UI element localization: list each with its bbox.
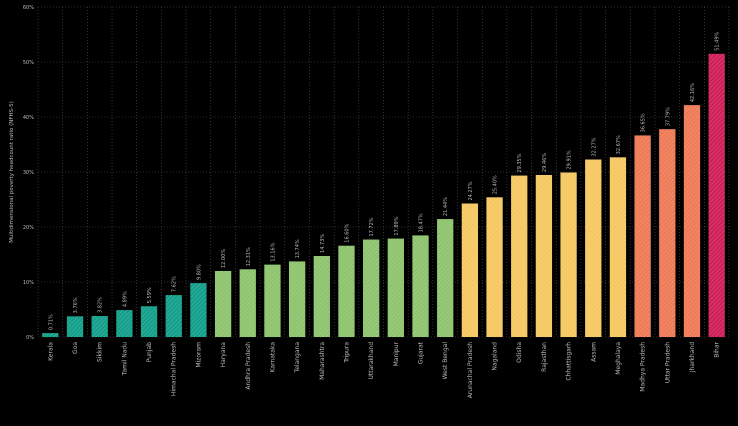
bar-hatch (313, 255, 330, 337)
value-label: 29.46% (542, 153, 548, 172)
value-label: 3.76% (73, 297, 79, 313)
value-label: 37.79% (665, 107, 671, 126)
bar-hatch (264, 264, 281, 337)
value-label: 17.72% (369, 217, 375, 236)
category-label: Sikkim (97, 342, 104, 362)
category-label: Telangana (294, 342, 301, 374)
value-label: 29.35% (517, 153, 523, 172)
category-label: Tamil Nadu (121, 342, 128, 376)
value-label: 12.00% (221, 249, 227, 268)
category-label: Uttarakhand (368, 342, 375, 380)
bar-hatch (214, 271, 232, 337)
bar-hatch (338, 245, 355, 337)
value-label: 29.91% (567, 150, 573, 169)
value-label: 51.49% (715, 31, 721, 50)
category-label: Arunachal Pradesh (467, 342, 474, 398)
y-tick-label: 40% (23, 115, 34, 121)
bar-hatch (387, 238, 404, 337)
bars (42, 53, 725, 338)
value-labels: 0.71% 3.76% 3.82% 4.89% 5.59% 7.62% 9.80% 12.00… (48, 31, 720, 330)
value-label: 9.80% (196, 264, 202, 280)
bar-hatch (634, 135, 651, 337)
category-label: Manipur (393, 341, 400, 366)
value-label: 25.40% (493, 175, 499, 194)
category-label: Bihar (714, 341, 721, 357)
bar-hatch (91, 315, 108, 337)
bar-hatch (190, 283, 207, 337)
bar-hatch (288, 261, 306, 337)
bar-hatch (560, 172, 577, 337)
value-label: 13.16% (270, 242, 276, 261)
grid-lines (37, 6, 730, 338)
value-label: 32.27% (591, 137, 597, 156)
bar-hatch (609, 157, 627, 337)
bar-hatch (683, 105, 701, 338)
value-label: 21.44% (443, 197, 449, 216)
category-label: Kerala (47, 342, 54, 361)
bar-hatch (659, 129, 676, 337)
value-label: 4.89% (122, 291, 128, 307)
bar-hatch (66, 316, 84, 337)
y-tick-label: 60% (23, 5, 34, 11)
category-label: Mizoram (195, 342, 202, 368)
value-label: 3.82% (98, 297, 104, 313)
bar-hatch (165, 295, 182, 337)
bar-hatch (437, 219, 454, 337)
category-label: Odisha (516, 342, 523, 363)
bar-hatch (42, 333, 59, 337)
value-label: 42.16% (690, 83, 696, 102)
value-label: 5.59% (147, 287, 153, 303)
bar-hatch (461, 203, 479, 337)
value-label: 17.89% (394, 216, 400, 235)
y-axis: 0% 10% 20% 30% 40% 50% 60% (23, 5, 34, 341)
y-axis-title: Multidimensional poverty headcount ratio… (9, 101, 15, 243)
value-label: 14.73% (320, 234, 326, 253)
bar-hatch (585, 159, 602, 337)
category-label: West Bengal (442, 342, 449, 380)
value-label: 32.67% (616, 135, 622, 154)
category-label: Uttar Pradesh (664, 342, 671, 383)
bar-hatch (363, 239, 380, 337)
category-label: Jharkhand (689, 342, 696, 373)
category-label: Madhya Pradesh (640, 342, 647, 392)
category-label: Karnataka (269, 342, 276, 373)
category-label: Rajasthan (541, 342, 548, 372)
y-tick-label: 30% (23, 170, 34, 176)
category-label: Nagaland (492, 342, 499, 371)
bar-hatch (116, 310, 133, 337)
value-label: 36.65% (641, 113, 647, 132)
value-label: 13.74% (295, 239, 301, 258)
bar-hatch (511, 175, 528, 337)
category-label: Gujarat (418, 341, 425, 364)
category-label: Chhattisgarh (566, 342, 573, 381)
category-label: Andhra Pradesh (245, 342, 252, 390)
category-label: Maharashtra (319, 342, 326, 380)
category-label: Haryana (220, 342, 227, 368)
value-label: 18.47% (419, 213, 425, 232)
bar-hatch (486, 197, 503, 337)
y-tick-label: 50% (23, 60, 34, 66)
value-label: 24.27% (468, 181, 474, 200)
y-tick-label: 10% (23, 280, 34, 286)
bar-hatch (412, 235, 429, 337)
bar-hatch (708, 53, 725, 338)
category-label: Meghalaya (615, 342, 622, 375)
category-label: Himachal Pradesh (171, 342, 178, 396)
y-tick-label: 0% (26, 335, 34, 341)
category-label: Tripura (343, 342, 350, 364)
category-label: Assam (590, 342, 597, 362)
bar-hatch (535, 174, 553, 337)
value-label: 0.71% (48, 314, 54, 330)
y-tick-label: 20% (23, 225, 34, 231)
category-labels: Kerala Goa Sikkim Tamil Nadu Punjab Himachal … (47, 341, 720, 398)
value-label: 7.62% (172, 276, 178, 292)
value-label: 12.31% (246, 247, 252, 266)
category-label: Punjab (146, 342, 153, 362)
value-label: 16.60% (344, 223, 350, 242)
bar-hatch (239, 269, 256, 337)
bar-hatch (140, 306, 158, 337)
category-label: Goa (72, 342, 79, 354)
